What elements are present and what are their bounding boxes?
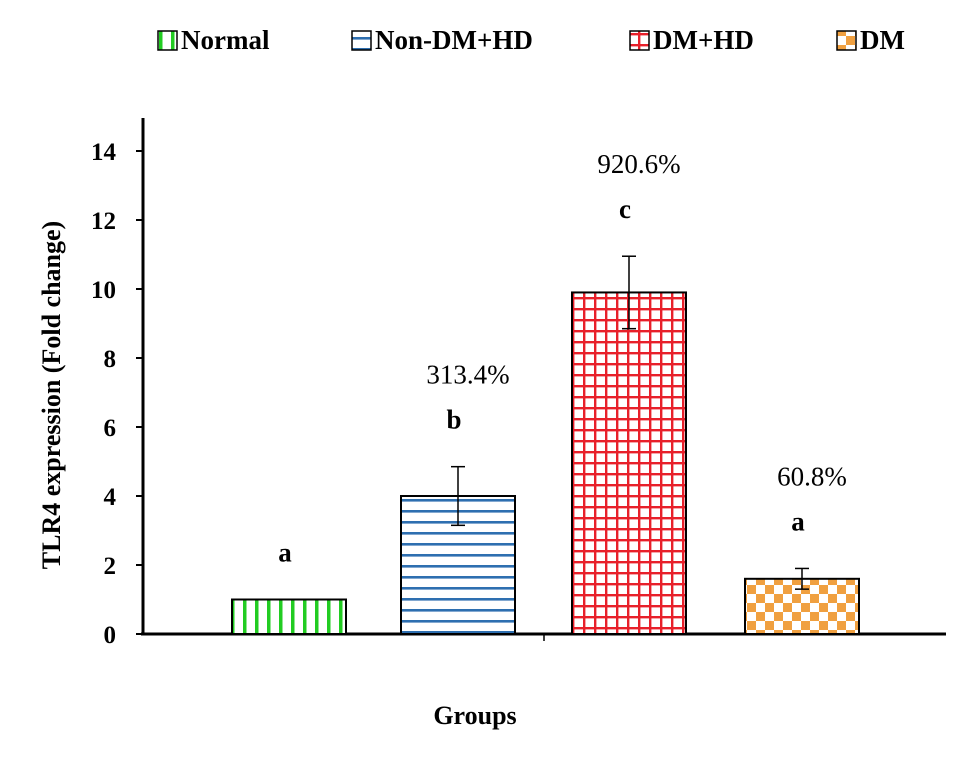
error-bar-dm bbox=[795, 567, 809, 590]
legend-label-dm-hd: DM+HD bbox=[653, 25, 754, 55]
bar-normal bbox=[231, 598, 347, 635]
legend-swatch-normal bbox=[157, 30, 178, 51]
legend-item-dm: DM bbox=[836, 25, 905, 55]
significance-letter-dm: a bbox=[791, 506, 805, 536]
y-tick-label: 4 bbox=[104, 484, 117, 511]
percent-label-dm: 60.8% bbox=[777, 461, 847, 491]
y-tick-label: 8 bbox=[104, 346, 117, 373]
significance-letter-dm-hd: c bbox=[619, 194, 631, 224]
y-tick-label: 12 bbox=[91, 208, 116, 235]
legend-item-non-dm-hd: Non-DM+HD bbox=[351, 25, 533, 55]
x-axis-title: Groups bbox=[433, 701, 516, 730]
legend-swatch-dm-hd bbox=[629, 30, 650, 51]
legend-item-normal: Normal bbox=[157, 25, 270, 55]
legend-item-dm-hd: DM+HD bbox=[629, 25, 754, 55]
significance-letter-non-dm-hd: b bbox=[446, 405, 461, 435]
error-bar-non-dm-hd bbox=[451, 465, 465, 527]
legend-label-non-dm-hd: Non-DM+HD bbox=[375, 25, 533, 55]
legend-label-dm: DM bbox=[860, 25, 905, 55]
annotations: a b 313.4% c 920.6% a 60.8% bbox=[278, 149, 847, 567]
y-tick-label: 6 bbox=[104, 415, 117, 442]
percent-label-dm-hd: 920.6% bbox=[597, 149, 680, 179]
percent-label-non-dm-hd: 313.4% bbox=[426, 360, 509, 390]
legend-swatch-dm bbox=[836, 30, 857, 51]
y-tick-label: 10 bbox=[91, 277, 116, 304]
bars bbox=[231, 291, 860, 635]
legend-label-normal: Normal bbox=[181, 25, 270, 55]
y-axis-ticks: 0 2 4 6 8 10 12 14 bbox=[91, 139, 143, 649]
legend: Normal Non-DM+HD DM+HD DM bbox=[157, 25, 905, 55]
error-bar-dm-hd bbox=[622, 255, 636, 330]
error-bars bbox=[451, 255, 809, 590]
legend-swatch-non-dm-hd bbox=[351, 30, 372, 51]
y-tick-label: 0 bbox=[104, 622, 117, 649]
y-axis-title: TLR4 expression (Fold change) bbox=[37, 221, 66, 569]
significance-letter-normal: a bbox=[278, 538, 292, 568]
y-tick-label: 14 bbox=[91, 139, 117, 166]
bar-dm-hd bbox=[571, 291, 687, 635]
y-tick-label: 2 bbox=[104, 553, 117, 580]
